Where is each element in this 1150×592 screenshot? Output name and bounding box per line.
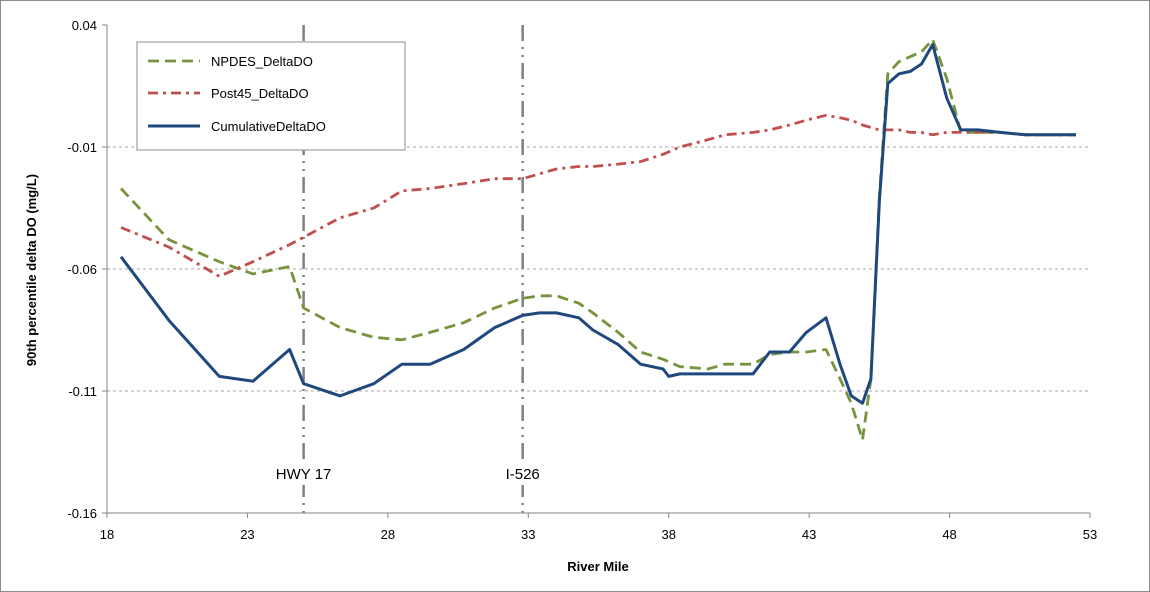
legend-label-cumulative: CumulativeDeltaDO xyxy=(211,119,326,134)
y-axis-title: 90th percentile delta DO (mg/L) xyxy=(24,174,39,366)
series-line-cumulativedeltado xyxy=(119,43,1076,405)
axes xyxy=(102,24,1091,518)
legend-label-npdes: NPDES_DeltaDO xyxy=(211,54,313,69)
y-tick-label: -0.16 xyxy=(67,506,97,521)
annotation-label-bg xyxy=(265,459,342,485)
x-tick-label: 48 xyxy=(942,527,956,542)
x-tick-label: 33 xyxy=(521,527,535,542)
x-tick-label: 28 xyxy=(381,527,395,542)
x-tick-label: 18 xyxy=(100,527,114,542)
x-tick-label: 23 xyxy=(240,527,254,542)
series-lines xyxy=(119,38,1076,442)
x-tick-label: 53 xyxy=(1083,527,1097,542)
y-tick-label: -0.11 xyxy=(68,384,97,399)
y-tick-label: 0.04 xyxy=(72,18,97,33)
series-line-post45-deltado xyxy=(120,113,1076,278)
x-tick-label: 38 xyxy=(661,527,675,542)
y-tick-label: -0.06 xyxy=(67,262,97,277)
x-tick-label: 43 xyxy=(802,527,816,542)
legend-box xyxy=(136,41,406,151)
annotation-label: HWY 17 xyxy=(276,466,332,483)
series-line-npdes-deltado xyxy=(119,38,1076,442)
x-axis-title: River Mile xyxy=(567,559,628,574)
legend: NPDES_DeltaDO Post45_DeltaDO CumulativeD… xyxy=(136,41,406,151)
legend-label-post45: Post45_DeltaDO xyxy=(211,86,309,101)
tick-labels: -0.16 -0.11 -0.06 -0.01 0.04 18 23 28 33 38 43 48 53 xyxy=(67,18,1097,542)
annotation-label: I-526 xyxy=(506,466,540,483)
y-tick-label: -0.01 xyxy=(67,140,97,155)
annotation-label-bg xyxy=(484,459,561,485)
